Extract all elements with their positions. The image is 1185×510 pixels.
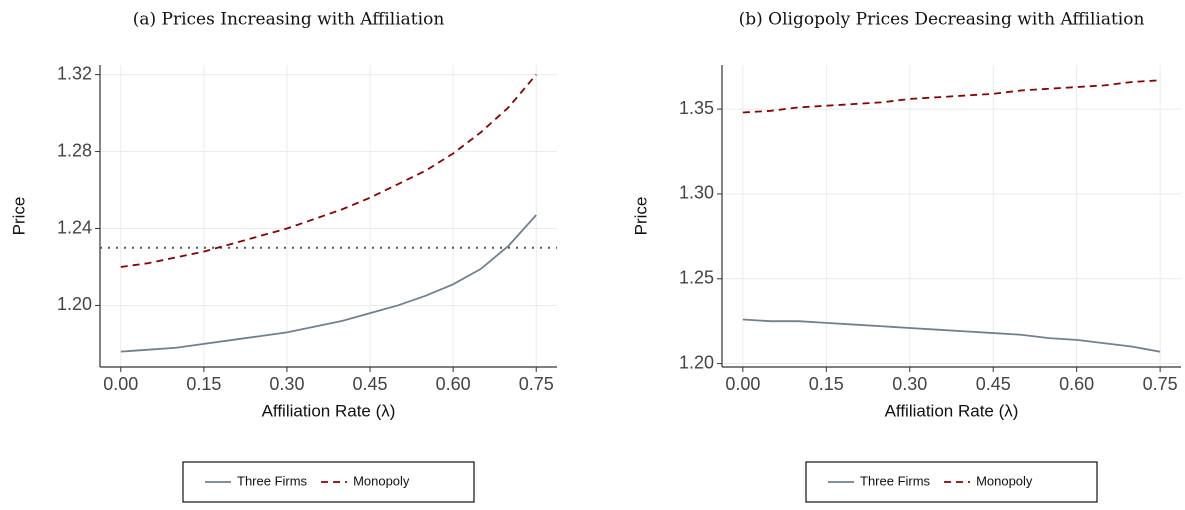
legend-label: Monopoly	[353, 473, 410, 488]
legend-label: Three Firms	[237, 473, 308, 488]
x-tick-label: 0.75	[1143, 374, 1178, 394]
y-tick-label: 1.30	[679, 183, 714, 203]
x-tick-label: 0.00	[725, 374, 760, 394]
legend-label: Monopoly	[976, 473, 1033, 488]
y-axis-label: Price	[631, 197, 650, 236]
legend	[805, 461, 1098, 503]
legend	[182, 461, 475, 503]
x-tick-label: 0.45	[976, 374, 1011, 394]
x-tick-label: 0.30	[892, 374, 927, 394]
x-tick-label: 0.45	[353, 374, 388, 394]
series-line	[742, 79, 1161, 114]
x-tick-label: 0.30	[269, 374, 304, 394]
x-tick-label: 0.15	[186, 374, 221, 394]
x-axis-label: Affiliation Rate (λ)	[885, 401, 1019, 420]
chart-title: (a) Prices Increasing with Affiliation	[133, 10, 445, 30]
x-tick-label: 0.15	[809, 374, 844, 394]
series-line	[120, 74, 537, 268]
x-tick-label: 0.60	[436, 374, 471, 394]
series-line	[742, 318, 1161, 353]
y-tick-label: 1.20	[679, 352, 714, 372]
y-tick-label: 1.25	[679, 268, 714, 288]
y-tick-label: 1.32	[57, 63, 92, 83]
y-tick-label: 1.20	[57, 294, 92, 314]
series-line	[120, 214, 537, 353]
x-tick-label: 0.60	[1059, 374, 1094, 394]
x-tick-label: 0.75	[519, 374, 554, 394]
y-tick-label: 1.24	[57, 217, 92, 237]
x-tick-label: 0.00	[103, 374, 138, 394]
x-axis-label: Affiliation Rate (λ)	[262, 401, 396, 420]
y-axis-label: Price	[9, 197, 28, 236]
legend-label: Three Firms	[860, 473, 931, 488]
chart-title: (b) Oligopoly Prices Decreasing with Aff…	[739, 10, 1145, 30]
y-tick-label: 1.35	[679, 98, 714, 118]
y-tick-label: 1.28	[57, 140, 92, 160]
